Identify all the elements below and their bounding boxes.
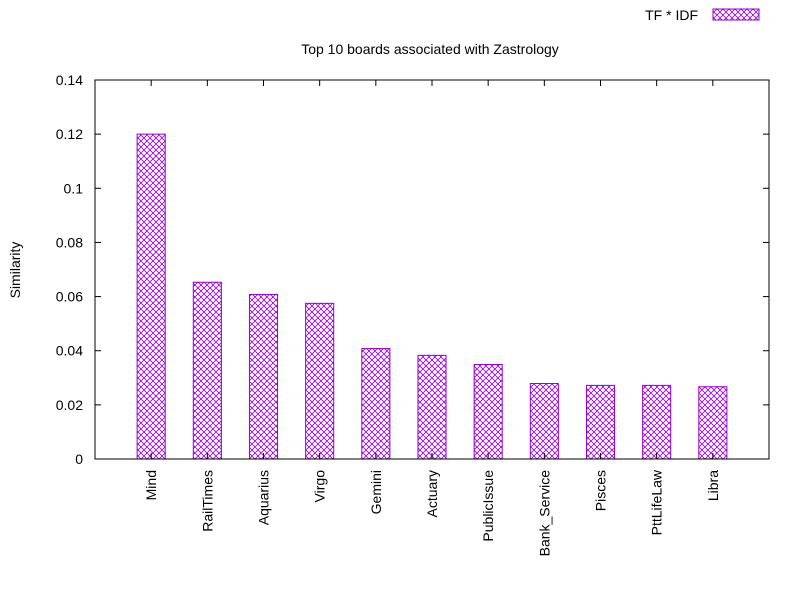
bar-mind [136,133,166,460]
x-axis: Mind RailTimes Aquarius Virgo Gemini Actuary P… [143,80,721,556]
bar-pttlifelaw [642,384,672,460]
legend: TF * IDF [645,7,760,23]
x-tick-label: Actuary [424,470,440,517]
y-tick-label: 0.12 [56,126,83,142]
y-tick-label: 0.08 [56,234,83,250]
x-tick-label: Bank_Service [536,470,552,557]
x-tick-label: PttLifeLaw [649,469,665,535]
x-tick-label: Mind [143,470,159,500]
x-tick-label: PublicIssue [480,470,496,542]
x-tick-label: Virgo [312,470,328,503]
bar-gemini [361,348,391,460]
y-axis: 0 0.02 0.04 0.06 0.08 0.1 0.12 0.14 [56,72,769,467]
y-tick-label: 0 [75,451,83,467]
y-tick-label: 0.14 [56,72,83,88]
legend-label: TF * IDF [645,7,698,23]
bar-libra [698,386,728,460]
y-tick-label: 0.04 [56,343,83,359]
chart-title: Top 10 boards associated with Zastrology [301,41,559,57]
bars [136,133,728,460]
x-tick-label: Pisces [593,470,609,511]
y-axis-label: Similarity [7,242,23,299]
bar-railtimes [192,281,222,460]
bar-publicissue [473,364,503,460]
y-tick-label: 0.06 [56,289,83,305]
plot-frame [94,79,770,460]
x-tick-label: RailTimes [199,470,215,532]
x-tick-label: Aquarius [256,470,272,525]
bar-bank-service [529,382,559,460]
bar-actuary [417,354,447,460]
x-tick-label: Libra [705,470,721,501]
bar-pisces [585,384,616,460]
bar-virgo [305,302,335,460]
y-tick-label: 0.02 [56,397,83,413]
legend-swatch [712,8,760,21]
y-tick-label: 0.1 [64,180,84,196]
x-tick-label: Gemini [368,470,384,514]
bar-aquarius [248,293,279,460]
